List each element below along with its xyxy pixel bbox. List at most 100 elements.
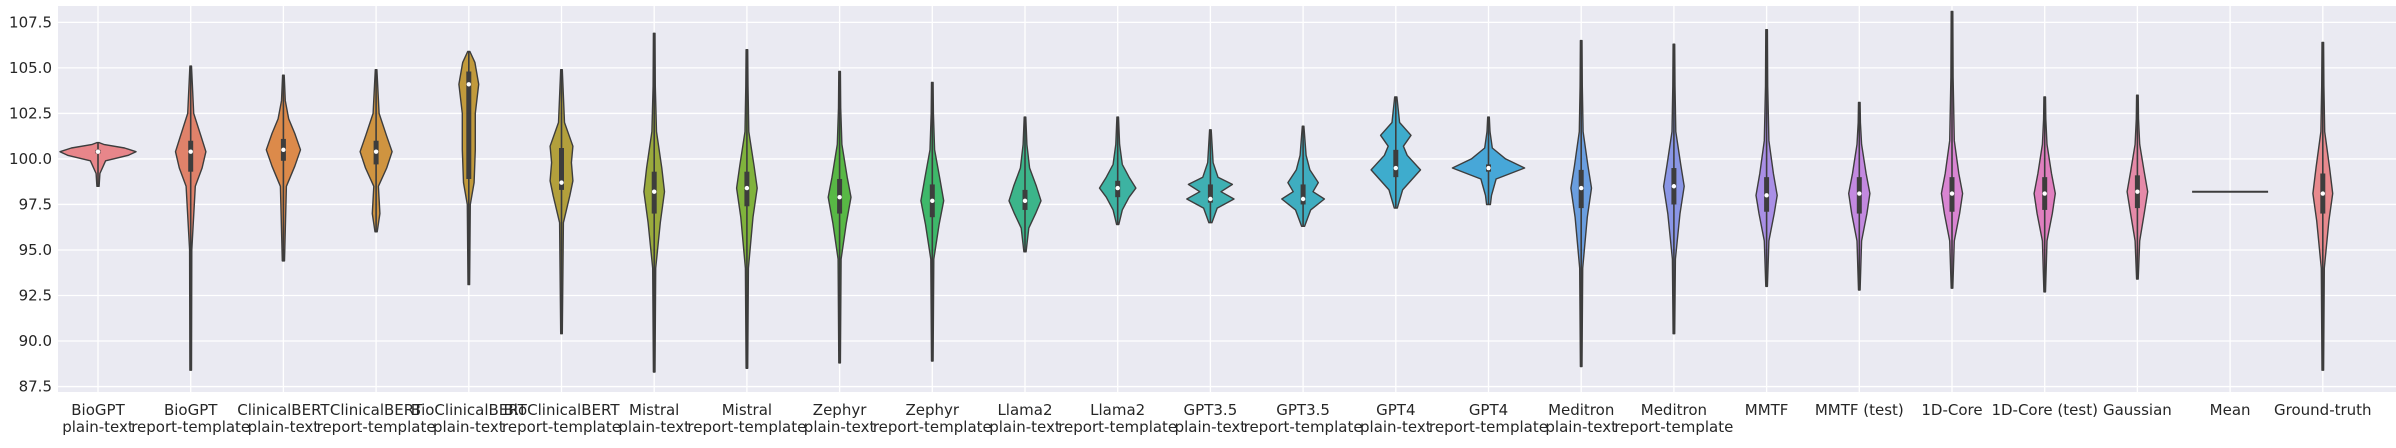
violin xyxy=(2033,96,2056,293)
violin xyxy=(1848,101,1871,291)
x-tick-label: plain-text xyxy=(1545,418,1617,436)
median-point xyxy=(744,185,750,191)
median-point xyxy=(559,180,564,185)
x-tick-label: report-template xyxy=(1244,418,1363,436)
x-tick-labels: BioGPTplain-textBioGPTreport-templateCli… xyxy=(62,401,2371,436)
y-tick-label: 102.5 xyxy=(9,104,52,122)
violin xyxy=(265,74,302,262)
x-tick-label: BioClinicalBERT xyxy=(504,401,621,419)
median-point xyxy=(466,82,471,87)
median-point xyxy=(1671,184,1677,189)
median-point xyxy=(1393,165,1399,171)
x-tick-label: Mean xyxy=(2210,401,2251,419)
median-point xyxy=(1208,196,1213,202)
violin xyxy=(2126,94,2149,280)
violin xyxy=(920,81,945,362)
x-tick-label: ClinicalBERT xyxy=(330,401,423,419)
y-tick-label: 87.5 xyxy=(19,378,52,396)
x-tick-label: plain-text xyxy=(433,418,505,436)
violin xyxy=(827,70,852,364)
median-point xyxy=(930,198,935,204)
x-tick-label: report-template xyxy=(1429,418,1548,436)
median-point xyxy=(2320,191,2325,196)
y-tick-labels: 87.5 90.0 92.5 95.0 97.5 100.0 102.5 105.0 107.5 xyxy=(9,13,52,395)
violin xyxy=(1281,125,1326,227)
x-tick-label: BioGPT xyxy=(164,401,218,419)
median-point xyxy=(373,149,379,154)
y-tick-label: 100.0 xyxy=(9,150,52,168)
median-point xyxy=(281,147,286,153)
violin xyxy=(1451,116,1526,206)
violin xyxy=(549,69,574,335)
x-tick-label: report-template xyxy=(1614,418,1733,436)
x-tick-label: Mistral xyxy=(629,401,679,419)
x-tick-label: plain-text xyxy=(618,418,690,436)
violin xyxy=(643,32,666,373)
y-tick-label: 107.5 xyxy=(9,13,52,31)
median-point xyxy=(1486,165,1491,171)
median-point xyxy=(1579,185,1584,191)
x-tick-label: Mistral xyxy=(722,401,772,419)
y-tick-label: 97.5 xyxy=(19,195,52,213)
x-tick-label: Gaussian xyxy=(2103,401,2172,419)
x-tick-label: GPT4 xyxy=(1376,401,1415,419)
median-point xyxy=(1949,191,1955,196)
violin xyxy=(2312,41,2334,371)
violin xyxy=(1940,10,1964,289)
violin xyxy=(735,49,758,369)
x-tick-label: GPT3.5 xyxy=(1276,401,1330,419)
x-tick-label: report-template xyxy=(1058,418,1177,436)
median-point xyxy=(95,149,101,154)
x-tick-label: Meditron xyxy=(1641,401,1707,419)
x-tick-label: report-template xyxy=(317,418,436,436)
x-tick-label: Llama2 xyxy=(1090,401,1145,419)
violin xyxy=(1570,39,1593,368)
x-tick-label: MMTF (test) xyxy=(1815,401,1904,419)
violin xyxy=(1186,129,1235,224)
y-tick-label: 105.0 xyxy=(9,59,52,77)
x-tick-label: BioGPT xyxy=(71,401,125,419)
x-tick-label: MMTF xyxy=(1745,401,1789,419)
x-tick-label: plain-text xyxy=(989,418,1061,436)
violin xyxy=(1755,29,1778,288)
median-point xyxy=(1022,198,1028,204)
x-tick-label: Ground-truth xyxy=(2274,401,2372,419)
x-tick-label: GPT4 xyxy=(1469,401,1508,419)
median-point xyxy=(188,149,193,154)
x-tick-label: plain-text xyxy=(804,418,876,436)
x-tick-label: Zephyr xyxy=(906,401,960,419)
x-tick-label: BioClinicalBERT xyxy=(411,401,528,419)
y-tick-label: 92.5 xyxy=(19,287,52,305)
median-point xyxy=(1764,193,1769,198)
median-point xyxy=(1115,185,1120,191)
x-tick-label: Meditron xyxy=(1548,401,1614,419)
median-point xyxy=(2042,191,2047,196)
x-tick-label: 1D-Core xyxy=(1921,401,1982,419)
x-tick-label: report-template xyxy=(131,418,250,436)
x-tick-label: Llama2 xyxy=(997,401,1052,419)
x-tick-label: report-template xyxy=(502,418,621,436)
y-tick-label: 95.0 xyxy=(19,241,52,259)
violin xyxy=(1098,116,1137,226)
violin xyxy=(359,69,393,233)
x-tick-label: GPT3.5 xyxy=(1184,401,1238,419)
x-tick-label: report-template xyxy=(687,418,806,436)
y-tick-label: 90.0 xyxy=(19,332,52,350)
median-point xyxy=(837,194,842,200)
x-tick-label: plain-text xyxy=(62,418,134,436)
x-tick-label: Zephyr xyxy=(813,401,867,419)
x-tick-label: plain-text xyxy=(248,418,320,436)
violin xyxy=(59,141,137,187)
x-tick-label: plain-text xyxy=(1175,418,1247,436)
median-point xyxy=(1857,191,1862,196)
median-point xyxy=(2135,189,2140,194)
x-tick-label: report-template xyxy=(873,418,992,436)
violin xyxy=(1662,43,1685,335)
violin xyxy=(1370,96,1422,209)
violin xyxy=(1008,116,1042,253)
x-tick-label: ClinicalBERT xyxy=(237,401,330,419)
median-point xyxy=(652,189,657,194)
x-tick-label: 1D-Core (test) xyxy=(1991,401,2098,419)
median-point xyxy=(1300,196,1306,202)
